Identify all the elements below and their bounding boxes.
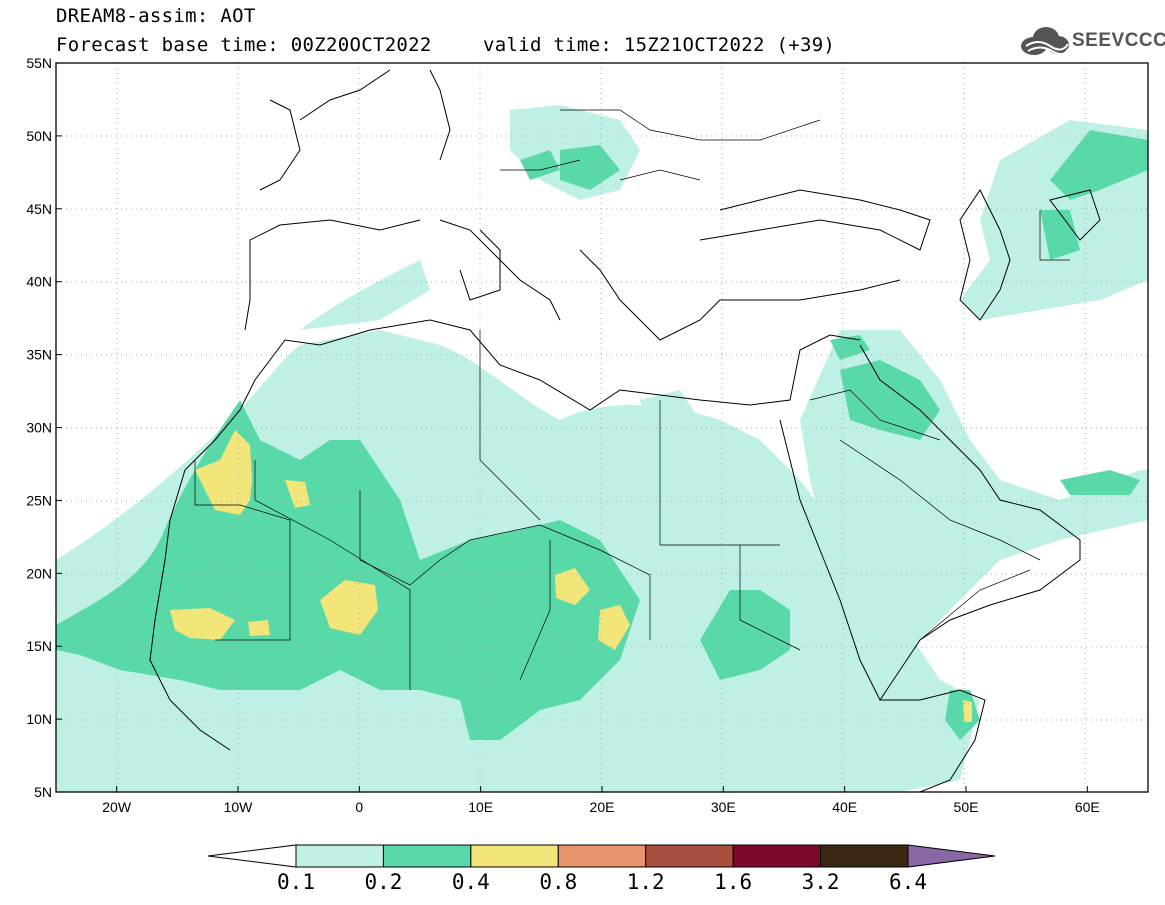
- colorbar-label: 3.2: [801, 870, 840, 894]
- lon-tick-label: 30E: [711, 799, 736, 815]
- colorbar-over-arrow: [907, 844, 996, 868]
- colorbar-under-arrow: [207, 844, 297, 868]
- plot-title: DREAM8-assim: AOT: [56, 5, 256, 27]
- lat-tick-label: 45N: [26, 201, 52, 217]
- lon-tick-label: 40E: [832, 799, 857, 815]
- colorbar-label: 1.6: [714, 870, 753, 894]
- cloud-icon: [1021, 27, 1069, 55]
- seevccc-logo: SEEVCCC: [1018, 24, 1165, 58]
- lat-tick-label: 55N: [26, 55, 52, 71]
- lat-tick-label: 10N: [26, 711, 52, 727]
- colorbar-label: 0.1: [277, 870, 315, 894]
- colorbar-label: 0.4: [451, 870, 490, 894]
- lat-tick-label: 50N: [26, 128, 52, 144]
- lat-tick-label: 30N: [26, 420, 52, 436]
- valid-time: valid time: 15Z21OCT2022 (+39): [483, 34, 836, 56]
- lat-tick-label: 35N: [26, 347, 52, 363]
- colorbar-segment: [645, 844, 734, 868]
- colorbar-label: 6.4: [889, 870, 927, 894]
- lat-tick-label: 15N: [26, 638, 52, 654]
- colorbar-segment: [470, 844, 559, 868]
- logo-text: SEEVCCC: [1072, 30, 1165, 51]
- aot-band-0.2: [56, 130, 1148, 740]
- lat-tick-label: 25N: [26, 492, 52, 508]
- lon-tick-label: 10E: [468, 799, 493, 815]
- colorbar-segment: [820, 844, 909, 868]
- lon-tick-label: 0: [355, 799, 363, 815]
- axis-ticks: 20W 10W 0 10E 20E 30E 40E 50E 60E 55N 50N 45N 40N 35N…: [26, 55, 1099, 815]
- lat-tick-label: 40N: [26, 274, 52, 290]
- lat-tick-label: 5N: [34, 784, 52, 800]
- colorbar: [207, 844, 996, 868]
- forecast-base-time: Forecast base time: 00Z20OCT2022: [56, 34, 432, 56]
- colorbar-label: 0.2: [364, 870, 403, 894]
- map-grid: [56, 63, 1148, 792]
- colorbar-label: 0.8: [539, 870, 578, 894]
- colorbar-segment: [382, 844, 472, 868]
- lon-tick-label: 50E: [954, 799, 979, 815]
- lon-tick-label: 10W: [224, 799, 254, 815]
- lon-tick-label: 20W: [102, 799, 132, 815]
- aot-field: [56, 105, 1148, 792]
- lon-tick-label: 60E: [1075, 799, 1100, 815]
- country-borders: [194, 109, 1070, 690]
- colorbar-label: 1.2: [626, 870, 665, 894]
- coastlines: [149, 69, 1101, 792]
- colorbar-segment: [732, 844, 822, 868]
- colorbar-segment: [557, 844, 647, 868]
- lat-tick-label: 20N: [26, 565, 52, 581]
- colorbar-segment: [295, 844, 384, 868]
- lon-tick-label: 20E: [590, 799, 615, 815]
